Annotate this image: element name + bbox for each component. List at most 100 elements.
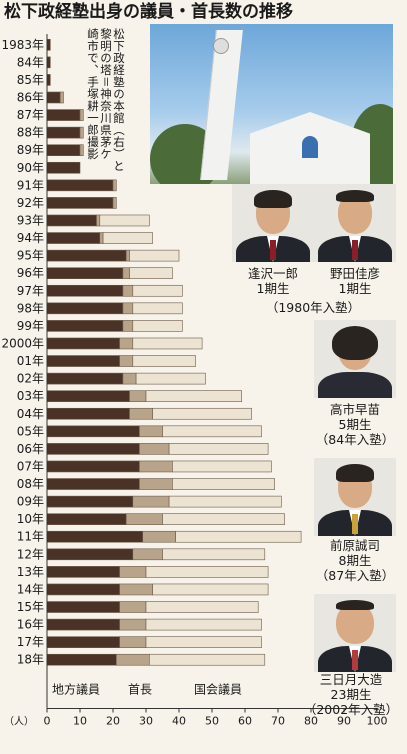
bar-head <box>122 302 134 315</box>
bar-national <box>168 443 269 455</box>
person-term: 1期生 <box>338 281 372 296</box>
person-noda: 野田佳彦 1期生 <box>316 266 394 296</box>
legend-head: 首長 <box>128 683 152 697</box>
person-term: 23期生 <box>330 687 372 702</box>
category-label: 12年 <box>17 547 44 561</box>
category-label: 14年 <box>17 582 44 596</box>
bar-head <box>119 601 147 613</box>
person-aizawa-noda-note: （1980年入塾） <box>248 300 378 315</box>
bar-local <box>46 320 124 332</box>
legend-national: 国会議員 <box>194 683 242 697</box>
bar-head <box>129 390 147 402</box>
category-label: 93年 <box>17 213 44 227</box>
bar-national <box>135 372 206 385</box>
bar-local <box>46 513 127 525</box>
person-note: （1980年入塾） <box>265 300 361 315</box>
x-tick-label: 40 <box>172 715 186 728</box>
x-tick-label: 100 <box>367 715 388 728</box>
bar-head <box>142 530 176 543</box>
category-label: 04年 <box>17 407 44 421</box>
category-label: 05年 <box>17 424 44 438</box>
portrait-mikazuki <box>314 594 396 672</box>
x-axis-unit: （人） <box>4 716 34 728</box>
clock-icon <box>213 38 229 54</box>
person-takaichi: 高市早苗 5期生 （84年入塾） <box>310 402 400 447</box>
bar-local <box>46 636 120 648</box>
category-label: 88年 <box>17 126 44 140</box>
person-aizawa: 逢沢一郎 1期生 <box>236 266 310 296</box>
portrait-maehara <box>314 458 396 536</box>
bar-national <box>162 425 262 438</box>
portrait-takaichi <box>314 320 396 398</box>
bar-national <box>168 495 282 508</box>
bar-national <box>175 530 302 543</box>
bar-local <box>46 302 124 315</box>
category-label: 17年 <box>17 635 44 649</box>
bar-national <box>145 636 262 648</box>
category-label: 85年 <box>17 73 44 87</box>
caption-line: 黎明の塔＝神奈川県茅ケ <box>99 28 113 160</box>
bar-local <box>46 144 81 157</box>
category-label: 07年 <box>17 459 44 473</box>
bar-local <box>46 284 124 297</box>
bar-head <box>119 618 147 631</box>
category-label: 91年 <box>17 178 44 192</box>
bar-national <box>145 566 269 578</box>
bar-local <box>46 407 130 420</box>
person-name: 逢沢一郎 <box>247 266 298 281</box>
bar-head <box>139 478 173 490</box>
x-tick-label: 80 <box>304 715 318 728</box>
bar-national <box>145 390 242 402</box>
category-label: 11年 <box>17 530 44 544</box>
category-label: 16年 <box>17 618 44 632</box>
bar-local <box>46 197 114 209</box>
bar-head <box>79 109 84 121</box>
category-label: 94年 <box>17 231 44 245</box>
caption-line: 松下政経塾の本館（右）と <box>112 28 126 172</box>
bar-national <box>102 232 153 244</box>
bar-national <box>132 337 203 350</box>
person-term: 5期生 <box>338 417 372 432</box>
bar-head <box>59 91 64 104</box>
person-name: 三日月大造 <box>319 672 383 687</box>
x-tick-label: 50 <box>205 715 219 728</box>
bar-head <box>119 583 153 596</box>
category-label: 2000年 <box>1 336 44 350</box>
person-term: 8期生 <box>338 553 372 568</box>
bar-head <box>79 126 84 139</box>
bar-local <box>46 232 101 244</box>
person-note: （87年入塾） <box>315 568 395 583</box>
portrait-noda <box>314 184 396 262</box>
category-label: 08年 <box>17 477 44 491</box>
bar-head <box>122 267 130 279</box>
category-label: 09年 <box>17 495 44 509</box>
category-label: 15年 <box>17 600 44 614</box>
bar-national <box>152 583 269 596</box>
bar-local <box>46 583 120 596</box>
bar-head <box>129 407 153 420</box>
bar-national <box>132 355 196 367</box>
bar-head <box>79 144 84 157</box>
category-label: 10年 <box>17 512 44 526</box>
bar-head <box>112 197 117 209</box>
bar-head <box>119 355 134 367</box>
category-label: 18年 <box>17 653 44 667</box>
category-label: 06年 <box>17 442 44 456</box>
person-name: 野田佳彦 <box>329 266 380 281</box>
bar-head <box>119 566 147 578</box>
bar-head <box>116 653 150 666</box>
category-label: 95年 <box>17 249 44 263</box>
category-label: 01年 <box>17 354 44 368</box>
bar-national <box>99 214 150 227</box>
bar-local <box>46 214 97 227</box>
person-mikazuki: 三日月大造 23期生 （2002年入塾） <box>296 672 406 717</box>
building-photo <box>150 24 393 184</box>
category-label: 97年 <box>17 284 44 298</box>
bar-local <box>46 161 81 174</box>
bar-national <box>172 478 275 490</box>
bar-head <box>125 513 163 525</box>
bar-local <box>46 267 124 279</box>
bar-national <box>172 460 272 473</box>
bar-national <box>162 548 266 561</box>
bar-local <box>46 109 81 121</box>
